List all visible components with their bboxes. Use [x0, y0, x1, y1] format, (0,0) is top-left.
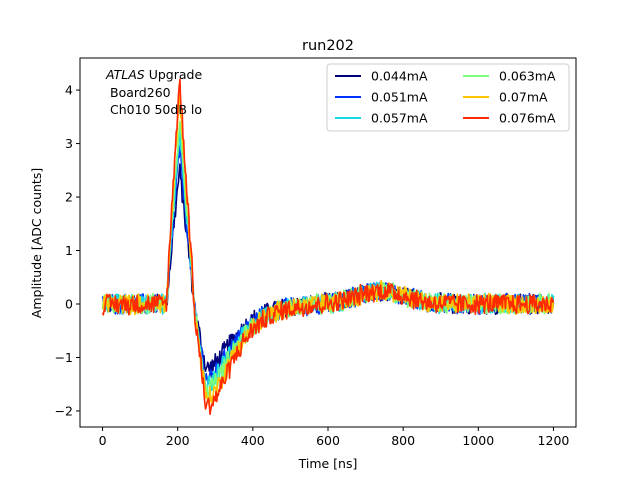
y-tick-label-2: 2 [65, 190, 73, 205]
x-tick-label-800: 800 [391, 433, 415, 448]
x-tick-label-0: 0 [99, 433, 107, 448]
legend-label-0: 0.044mA [371, 69, 428, 84]
x-tick-label-400: 400 [241, 433, 265, 448]
y-tick-label--2: −2 [55, 403, 73, 418]
y-tick-label-4: 4 [65, 83, 73, 98]
legend-label-2: 0.057mA [371, 111, 428, 126]
x-axis-label: Time [ns] [298, 456, 358, 471]
legend-label-3: 0.063mA [499, 69, 556, 84]
chart-title: run202 [302, 38, 354, 54]
y-tick-label--1: −1 [55, 350, 73, 365]
legend-label-1: 0.051mA [371, 90, 428, 105]
legend-label-5: 0.076mA [499, 111, 556, 126]
annotation-atlas: ATLAS [105, 67, 145, 82]
y-tick-label-1: 1 [65, 243, 73, 258]
series-line-5 [101, 78, 555, 416]
y-tick-label-3: 3 [65, 136, 73, 151]
plot-area [101, 78, 555, 416]
x-tick-label-1200: 1200 [538, 433, 570, 448]
x-tick-label-600: 600 [316, 433, 340, 448]
annotation-upgrade: Upgrade [145, 67, 203, 82]
legend-label-4: 0.07mA [499, 90, 548, 105]
y-axis-label: Amplitude [ADC counts] [29, 168, 44, 318]
x-tick-label-200: 200 [166, 433, 190, 448]
y-tick-label-0: 0 [65, 297, 73, 312]
annotation-line2: Board260 [110, 85, 171, 100]
annotation-line1: ATLAS Upgrade [105, 67, 202, 82]
x-tick-label-1000: 1000 [462, 433, 494, 448]
annotation-line3: Ch010 50dB lo [110, 102, 202, 117]
legend-box [326, 63, 570, 132]
